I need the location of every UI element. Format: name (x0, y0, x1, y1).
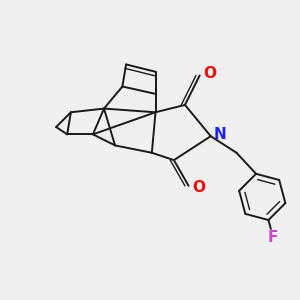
Text: F: F (268, 230, 278, 245)
Text: O: O (203, 66, 216, 81)
Text: N: N (214, 127, 226, 142)
Text: O: O (192, 180, 205, 195)
